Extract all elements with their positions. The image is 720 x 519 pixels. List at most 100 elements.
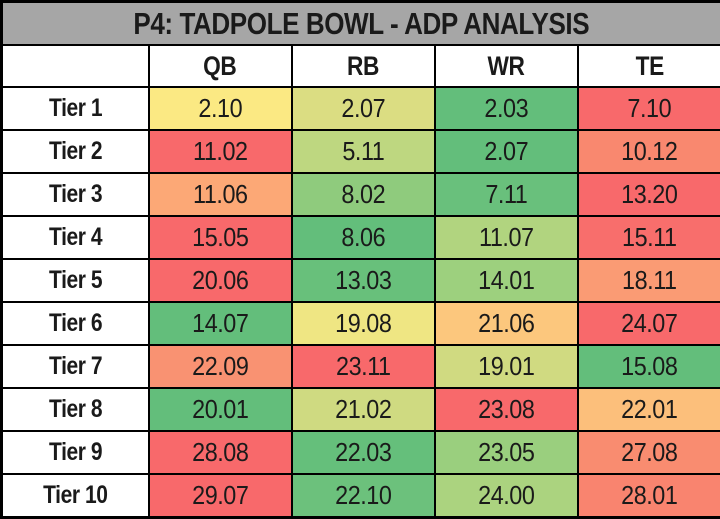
- adp-cell-rb: 21.02: [290, 386, 436, 432]
- adp-cell-qb: 15.05: [147, 214, 293, 260]
- adp-cell-rb: 22.03: [290, 429, 436, 475]
- adp-cell-wr: 7.11: [433, 171, 579, 217]
- row-label: Tier 9: [0, 429, 150, 475]
- adp-value: 29.07: [191, 479, 249, 510]
- adp-cell-qb: 20.01: [147, 386, 293, 432]
- adp-cell-wr: 24.00: [433, 472, 579, 519]
- adp-value: 11.02: [192, 135, 248, 166]
- adp-cell-rb: 5.11: [290, 128, 436, 174]
- adp-value: 24.07: [621, 307, 678, 338]
- adp-cell-qb: 11.06: [147, 171, 293, 217]
- adp-cell-te: 13.20: [576, 171, 720, 217]
- row-label: Tier 3: [0, 171, 150, 217]
- adp-value: 8.06: [341, 221, 385, 252]
- title-row: P4: TADPOLE BOWL - ADP ANALYSIS: [0, 0, 720, 46]
- adp-cell-wr: 19.01: [433, 343, 579, 389]
- col-header-te: TE: [576, 44, 720, 88]
- adp-cell-wr: 2.03: [433, 86, 579, 131]
- adp-cell-qb: 14.07: [147, 300, 293, 346]
- adp-cell-te: 15.08: [576, 343, 720, 389]
- adp-value: 22.03: [334, 436, 392, 467]
- adp-value: 5.11: [341, 135, 385, 166]
- adp-value: 18.11: [621, 264, 677, 295]
- row-label: Tier 10: [0, 472, 150, 519]
- adp-value: 22.10: [334, 479, 392, 510]
- adp-cell-te: 10.12: [576, 128, 720, 174]
- row-label: Tier 4: [0, 214, 150, 260]
- adp-value: 15.08: [621, 350, 678, 381]
- table-row: Tier 5 20.06 13.03 14.01 18.11: [0, 257, 720, 303]
- adp-cell-wr: 14.01: [433, 257, 579, 303]
- row-label: Tier 2: [0, 128, 150, 174]
- adp-value: 24.00: [477, 479, 535, 510]
- row-label-text: Tier 6: [48, 308, 103, 337]
- row-label: Tier 8: [0, 386, 150, 432]
- row-label: Tier 7: [0, 343, 150, 389]
- adp-cell-rb: 19.08: [290, 300, 436, 346]
- adp-value: 11.06: [192, 178, 248, 209]
- col-header-qb: QB: [147, 44, 293, 88]
- table-title-text: P4: TADPOLE BOWL - ADP ANALYSIS: [133, 5, 590, 41]
- adp-value: 22.01: [621, 393, 678, 424]
- adp-value: 22.09: [191, 350, 249, 381]
- adp-cell-wr: 11.07: [433, 214, 579, 260]
- table-row: Tier 10 29.07 22.10 24.00 28.01: [0, 472, 720, 519]
- adp-cell-te: 28.01: [576, 472, 720, 519]
- adp-cell-wr: 23.08: [433, 386, 579, 432]
- row-label-text: Tier 4: [48, 222, 103, 251]
- adp-value: 21.02: [334, 393, 392, 424]
- row-label-text: Tier 5: [48, 265, 103, 294]
- adp-value: 15.05: [191, 221, 249, 252]
- adp-cell-wr: 23.05: [433, 429, 579, 475]
- adp-cell-qb: 29.07: [147, 472, 293, 519]
- adp-value: 20.06: [191, 264, 249, 295]
- adp-value: 27.08: [621, 436, 678, 467]
- adp-value: 14.07: [191, 307, 249, 338]
- row-label-text: Tier 3: [48, 179, 103, 208]
- table-row: Tier 7 22.09 23.11 19.01 15.08: [0, 343, 720, 389]
- row-label: Tier 1: [0, 86, 150, 131]
- adp-value: 15.11: [621, 221, 677, 252]
- table-row: Tier 8 20.01 21.02 23.08 22.01: [0, 386, 720, 432]
- row-label-text: Tier 8: [48, 394, 103, 423]
- adp-cell-rb: 22.10: [290, 472, 436, 519]
- row-label: Tier 5: [0, 257, 150, 303]
- adp-value: 28.08: [191, 436, 249, 467]
- adp-value: 20.01: [191, 393, 249, 424]
- adp-value: 10.12: [621, 135, 678, 166]
- adp-value: 23.05: [477, 436, 535, 467]
- adp-value: 23.08: [477, 393, 535, 424]
- adp-cell-rb: 23.11: [290, 343, 436, 389]
- adp-value: 11.07: [478, 221, 534, 252]
- corner-cell: [0, 44, 150, 88]
- adp-value: 23.11: [335, 350, 391, 381]
- adp-cell-qb: 28.08: [147, 429, 293, 475]
- adp-value: 19.08: [334, 307, 392, 338]
- adp-cell-rb: 13.03: [290, 257, 436, 303]
- adp-cell-te: 24.07: [576, 300, 720, 346]
- adp-value: 28.01: [621, 479, 678, 510]
- adp-cell-te: 22.01: [576, 386, 720, 432]
- adp-cell-qb: 2.10: [147, 86, 293, 131]
- row-label-text: Tier 7: [48, 351, 103, 380]
- adp-value: 13.03: [334, 264, 392, 295]
- table-row: Tier 1 2.10 2.07 2.03 7.10: [0, 86, 720, 131]
- adp-cell-wr: 2.07: [433, 128, 579, 174]
- adp-cell-te: 18.11: [576, 257, 720, 303]
- table-title: P4: TADPOLE BOWL - ADP ANALYSIS: [0, 0, 720, 46]
- table-row: Tier 3 11.06 8.02 7.11 13.20: [0, 171, 720, 217]
- adp-cell-qb: 22.09: [147, 343, 293, 389]
- table-body: Tier 1 2.10 2.07 2.03 7.10 Tier 2 11.02 5.11 2.0…: [0, 86, 720, 519]
- adp-value: 7.10: [627, 92, 672, 123]
- adp-value: 7.11: [484, 178, 528, 209]
- adp-value: 2.10: [198, 92, 242, 123]
- adp-value: 14.01: [477, 264, 535, 295]
- adp-cell-rb: 8.06: [290, 214, 436, 260]
- table-row: Tier 4 15.05 8.06 11.07 15.11: [0, 214, 720, 260]
- adp-cell-wr: 21.06: [433, 300, 579, 346]
- row-label: Tier 6: [0, 300, 150, 346]
- row-label-text: Tier 2: [48, 136, 103, 165]
- table-row: Tier 9 28.08 22.03 23.05 27.08: [0, 429, 720, 475]
